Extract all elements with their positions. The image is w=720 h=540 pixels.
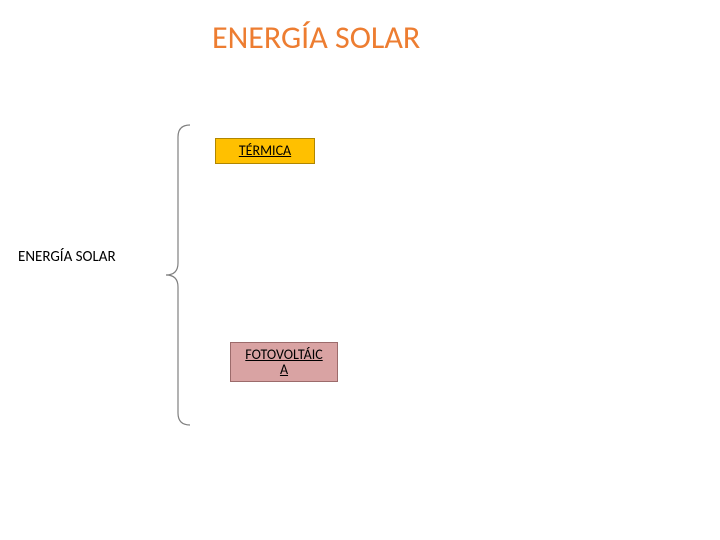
node-termica-link[interactable]: TÉRMICA	[239, 143, 291, 158]
node-fotovoltaica-link[interactable]: FOTOVOLTÁICA	[245, 347, 322, 378]
bracket-path	[166, 125, 190, 425]
node-termica[interactable]: TÉRMICA	[215, 138, 315, 164]
node-termica-label: TÉRMICA	[239, 142, 291, 159]
node-fotovoltaica[interactable]: FOTOVOLTÁICA	[230, 342, 338, 382]
tree-bracket	[140, 125, 190, 425]
node-fotovoltaica-label: FOTOVOLTÁICA	[245, 346, 322, 378]
root-label: ENERGÍA SOLAR	[18, 248, 116, 266]
page-title: ENERGÍA SOLAR	[212, 18, 420, 57]
